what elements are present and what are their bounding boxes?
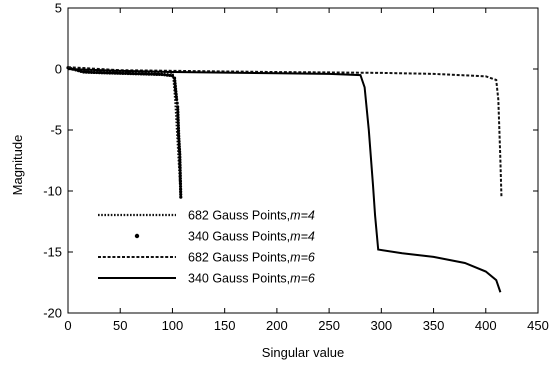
series-2-marker (175, 98, 178, 101)
legend-label-text: 340 Gauss Points, (188, 230, 290, 244)
legend-label-1: 682 Gauss Points,m=4 (188, 209, 315, 223)
plot-area (68, 8, 538, 313)
legend-label-text: 682 Gauss Points, (188, 209, 290, 223)
x-tick-label: 250 (318, 318, 340, 333)
legend-label-2: 340 Gauss Points,m=4 (188, 230, 315, 244)
x-tick-label: 350 (423, 318, 445, 333)
x-tick-label: 50 (113, 318, 127, 333)
x-tick-label: 450 (527, 318, 549, 333)
y-tick-label: 5 (55, 1, 62, 16)
series-2-marker (179, 196, 182, 199)
x-tick-label: 100 (162, 318, 184, 333)
y-tick-label: -5 (50, 123, 62, 138)
x-tick-label: 200 (266, 318, 288, 333)
legend-label-param: m=6 (290, 251, 315, 265)
series-2-marker (171, 74, 174, 77)
x-tick-label: 300 (370, 318, 392, 333)
x-tick-label: 150 (214, 318, 236, 333)
legend-label-text: 340 Gauss Points, (188, 272, 290, 286)
x-tick-label: 0 (64, 318, 71, 333)
y-axis-label: Magnitude (10, 135, 25, 196)
x-tick-label: 400 (475, 318, 497, 333)
y-tick-label: -10 (43, 184, 62, 199)
plot-frame (68, 8, 538, 313)
legend-label-param: m=4 (290, 230, 315, 244)
legend-label-3: 682 Gauss Points,m=6 (188, 251, 315, 265)
y-tick-label: -20 (43, 306, 62, 321)
legend-label-param: m=4 (290, 209, 315, 223)
y-tick-label: -15 (43, 245, 62, 260)
legend-label-param: m=6 (290, 272, 315, 286)
series-3-line (68, 67, 501, 197)
legend: 682 Gauss Points,m=4340 Gauss Points,m=4… (98, 209, 315, 286)
legend-label-4: 340 Gauss Points,m=6 (188, 272, 315, 286)
series-2-marker (176, 102, 179, 105)
x-axis-label: Singular value (262, 345, 344, 360)
y-tick-label: 0 (55, 62, 62, 77)
series-1-line (68, 69, 181, 197)
legend-label-text: 682 Gauss Points, (188, 251, 290, 265)
legend-swatch-2 (135, 234, 139, 238)
